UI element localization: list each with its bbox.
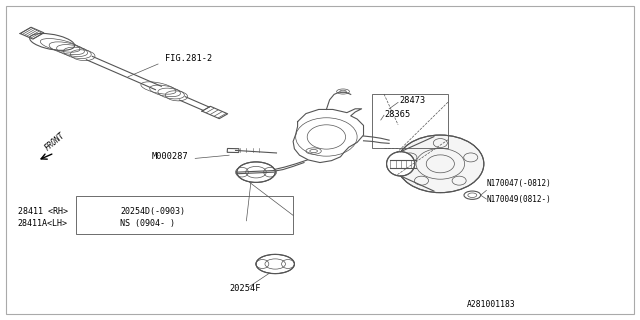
Text: 28365: 28365 bbox=[384, 110, 410, 119]
Text: FRONT: FRONT bbox=[44, 131, 67, 152]
Text: 28411 <RH>: 28411 <RH> bbox=[18, 207, 68, 216]
Text: M000287: M000287 bbox=[152, 152, 188, 161]
Text: A281001183: A281001183 bbox=[467, 300, 516, 308]
Text: 28411A<LH>: 28411A<LH> bbox=[18, 219, 68, 228]
Ellipse shape bbox=[256, 254, 294, 274]
Bar bbox=[76, 196, 293, 234]
Text: N170047(-0812): N170047(-0812) bbox=[486, 179, 551, 188]
Ellipse shape bbox=[397, 135, 484, 193]
Text: NS (0904- ): NS (0904- ) bbox=[120, 219, 175, 228]
Text: FIG.281-2: FIG.281-2 bbox=[165, 54, 212, 63]
Bar bbox=[227, 148, 239, 153]
Text: 20254F: 20254F bbox=[229, 284, 260, 293]
Bar bbox=[372, 94, 448, 148]
Ellipse shape bbox=[387, 152, 415, 176]
Text: 20254D(-0903): 20254D(-0903) bbox=[120, 207, 186, 216]
Text: 28473: 28473 bbox=[399, 96, 426, 105]
Text: N170049(0812-): N170049(0812-) bbox=[486, 195, 551, 204]
Ellipse shape bbox=[237, 162, 275, 182]
